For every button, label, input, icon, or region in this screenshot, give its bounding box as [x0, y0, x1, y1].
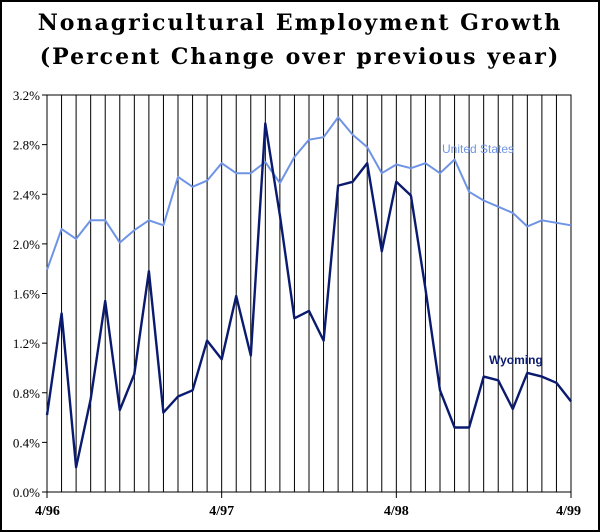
series-lines [45, 116, 572, 469]
y-tick-label: 0.4% [13, 435, 40, 450]
y-tick-label: 1.2% [13, 336, 40, 351]
series-label-united-states: United States [442, 142, 514, 156]
y-tick-label: 2.0% [13, 237, 40, 252]
x-tick-label: 4/99 [556, 504, 581, 519]
vertical-gridlines [61, 95, 557, 492]
series-line-wyoming [45, 122, 572, 469]
chart-subtitle: (Percent Change over previous year) [40, 44, 561, 70]
series-line-united-states [46, 116, 572, 271]
chart-title: Nonagricultural Employment Growth [38, 10, 563, 36]
y-tick-label: 3.2% [13, 88, 40, 103]
x-axis-ticks: 4/96 4/97 4/98 4/99 [35, 492, 581, 519]
series-label-wyoming: Wyoming [489, 353, 543, 367]
x-tick-label: 4/96 [35, 504, 60, 519]
x-tick-label: 4/98 [384, 504, 409, 519]
y-tick-label: 2.4% [13, 187, 40, 202]
y-tick-label: 0.0% [13, 485, 40, 500]
y-axis-ticks: 0.0% 0.4% 0.8% 1.2% 1.6% 2.0% 2.4% 2.8% 3.2% [13, 88, 47, 500]
x-tick-label: 4/97 [209, 504, 234, 519]
y-tick-label: 2.8% [13, 138, 40, 153]
y-tick-label: 1.6% [13, 287, 40, 302]
y-tick-label: 0.8% [13, 386, 40, 401]
